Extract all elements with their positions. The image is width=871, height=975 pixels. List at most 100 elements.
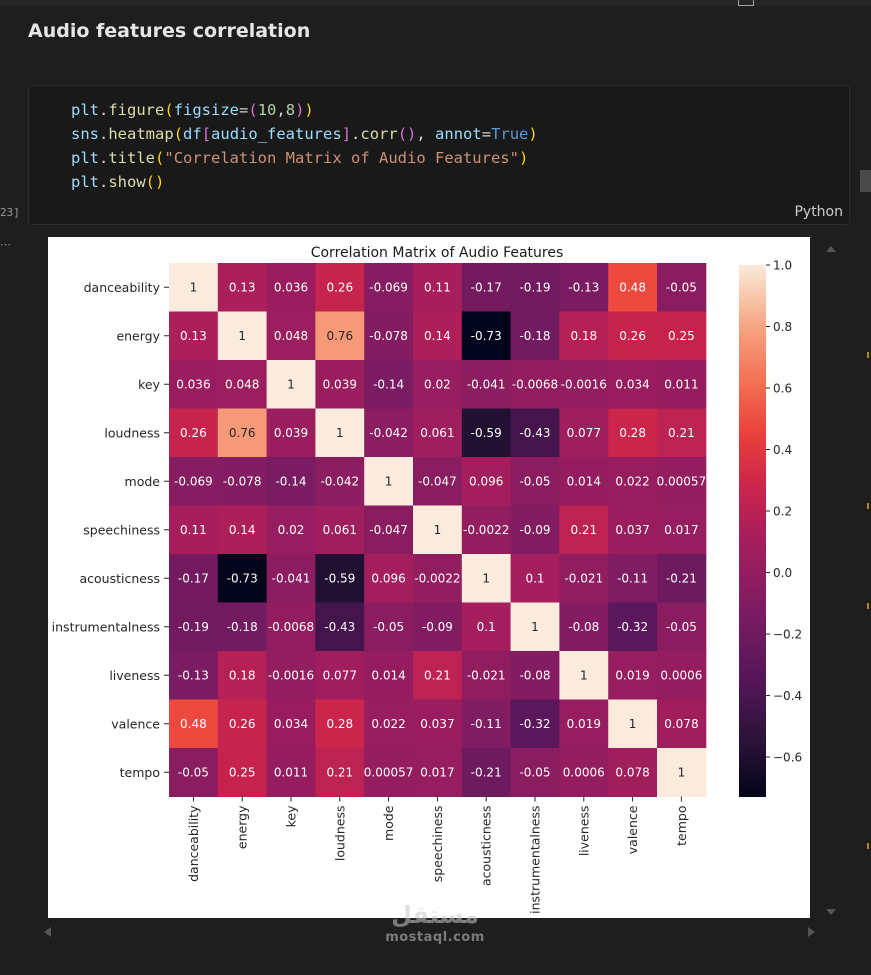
cell-annotation: 0.25 (229, 765, 256, 779)
heatmap-cell (169, 408, 219, 458)
heatmap-cell (608, 602, 658, 652)
cell-annotation: 0.048 (225, 377, 259, 391)
cell-annotation: 1 (190, 280, 198, 294)
heatmap-cell (608, 554, 658, 603)
heatmap-cell (461, 699, 512, 749)
heatmap-cell (510, 651, 560, 700)
cell-annotation: 0.022 (371, 717, 405, 731)
cell-annotation: 0.28 (619, 426, 646, 440)
heatmap-cell (559, 505, 609, 555)
heatmap-cell (364, 408, 414, 458)
heatmap-cell (169, 457, 219, 506)
heatmap-cell (169, 263, 219, 312)
code-cell[interactable]: plt.figure(figsize=(10,8)) sns.heatmap(d… (28, 85, 850, 225)
heatmap-cell (657, 554, 707, 603)
cell-annotation: 0.077 (323, 668, 357, 682)
heatmap-cell (413, 699, 463, 749)
cell-annotation: 0.21 (668, 426, 695, 440)
heatmap-cell (364, 651, 414, 700)
y-tick-label: mode (125, 474, 161, 489)
cell-annotation: 0.014 (371, 668, 405, 682)
heatmap-cell (217, 311, 268, 361)
heatmap-cell (266, 651, 316, 700)
heatmap-cell (315, 457, 365, 506)
heatmap-cell (169, 505, 219, 555)
overview-ruler-mark (867, 843, 869, 849)
scroll-left-icon[interactable] (44, 927, 51, 937)
heatmap-cell (315, 554, 365, 603)
cell-annotation: 0.019 (615, 668, 649, 682)
heatmap-cell (510, 699, 560, 749)
cell-annotation: 1 (287, 377, 295, 391)
heatmap-cell (559, 699, 609, 749)
heatmap-cell (657, 748, 707, 797)
heatmap-cell (266, 263, 316, 312)
cell-annotation: 0.014 (567, 474, 601, 488)
cell-annotation: -0.21 (666, 571, 697, 585)
delete-cell-icon[interactable] (738, 0, 754, 6)
overview-ruler-mark (867, 603, 869, 609)
markdown-heading: Audio features correlation (28, 20, 311, 42)
cell-language-label[interactable]: Python (794, 204, 843, 220)
code-token: annot (435, 125, 482, 143)
cell-annotation: 0.26 (619, 329, 646, 343)
cell-annotation: 0.078 (615, 765, 649, 779)
cell-annotation: -0.0068 (268, 620, 314, 634)
code-token: "Correlation Matrix of Audio Features" (164, 149, 519, 167)
cell-annotation: 1 (482, 571, 490, 585)
cell-annotation: -0.042 (320, 474, 359, 488)
heatmap-cell (559, 602, 609, 652)
heatmap-cell (315, 263, 365, 312)
code-token: plt (71, 149, 99, 167)
cell-annotation: -0.021 (467, 668, 506, 682)
cell-annotation: -0.14 (373, 377, 404, 391)
overview-ruler-mark (867, 503, 869, 509)
x-tick-label: tempo (674, 806, 689, 846)
heatmap-cell (608, 263, 658, 312)
code-token: plt (71, 101, 99, 119)
cell-annotation: -0.18 (519, 329, 550, 343)
scroll-down-icon[interactable] (826, 909, 836, 915)
code-token: df (183, 125, 202, 143)
cell-annotation: -0.05 (373, 620, 404, 634)
cell-annotation: -0.05 (519, 474, 550, 488)
heatmap-cell (461, 651, 512, 700)
heatmap-cell (559, 748, 609, 797)
cell-annotation: -0.021 (564, 571, 603, 585)
heatmap-cell (510, 457, 560, 506)
cell-annotation: 0.76 (326, 329, 353, 343)
heatmap-cell (364, 748, 414, 797)
scroll-right-icon[interactable] (808, 927, 815, 937)
heatmap-cell (559, 651, 609, 700)
output-more-icon[interactable]: ⋯ (0, 238, 11, 251)
scroll-up-icon[interactable] (826, 246, 836, 252)
heatmap-cell (315, 748, 365, 797)
cell-annotation: 0.26 (180, 426, 207, 440)
heatmap-cell (559, 457, 609, 506)
heatmap-cell (413, 505, 463, 555)
heatmap-cell (315, 360, 365, 409)
cell-annotation: 0.061 (420, 426, 454, 440)
x-tick-label: acousticness (479, 806, 494, 887)
cell-annotation: -0.17 (471, 280, 502, 294)
heatmap-cell (266, 408, 316, 458)
scrollbar-thumb[interactable] (860, 170, 871, 192)
cell-annotation: 0.02 (278, 523, 305, 537)
heatmap-cell (510, 263, 560, 312)
cell-annotation: 1 (238, 329, 246, 343)
code-editor[interactable]: plt.figure(figsize=(10,8)) sns.heatmap(d… (71, 101, 538, 191)
cell-annotation: -0.59 (471, 426, 502, 440)
code-token: sns (71, 125, 99, 143)
overview-ruler-mark (867, 352, 869, 358)
heatmap-cell (608, 408, 658, 458)
cell-annotation: -0.047 (418, 474, 457, 488)
heatmap-cell (266, 457, 316, 506)
heatmap-cell (559, 263, 609, 312)
cell-annotation: 0.017 (420, 765, 454, 779)
cell-annotation: 1 (531, 620, 539, 634)
cell-annotation: 0.18 (229, 668, 256, 682)
heatmap-cell (510, 505, 560, 555)
heatmap-cell (510, 408, 560, 458)
heatmap-cell (217, 699, 268, 749)
heatmap-cell (657, 263, 707, 312)
